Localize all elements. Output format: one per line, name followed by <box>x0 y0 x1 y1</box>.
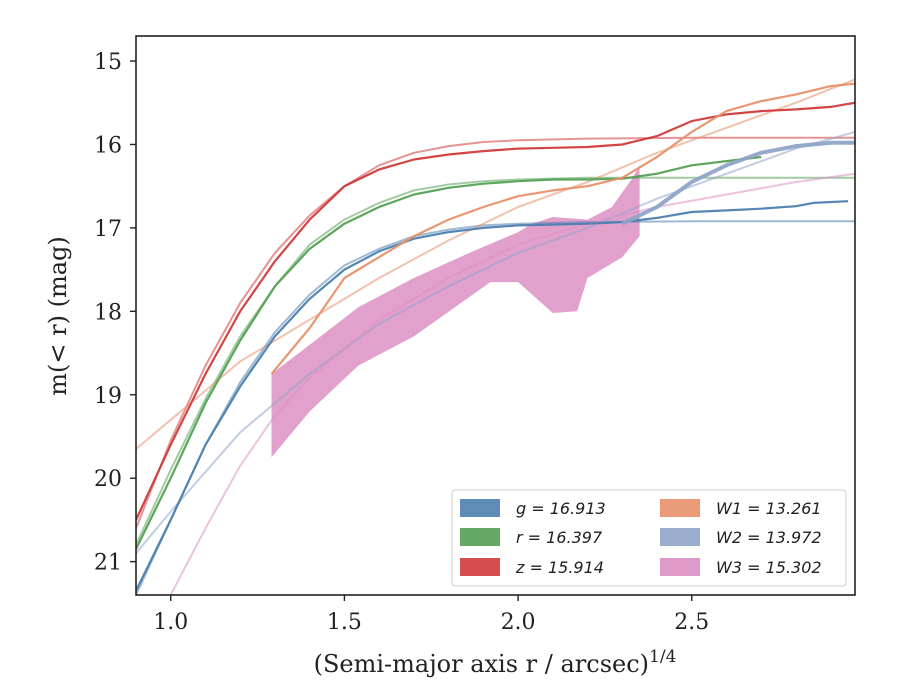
legend: g = 16.913 W1 = 13.261 r = 16.397 W2 = 13.9… <box>451 489 847 587</box>
series-g-line <box>136 200 849 592</box>
series-W1-model-line <box>136 78 855 450</box>
axis-ticks: 1.0 1.5 2.0 2.5 15 16 17 18 19 20 21 <box>94 50 709 635</box>
x-axis-label: (Semi-major axis r / arcsec)1/4 <box>314 647 677 678</box>
legend-swatch-r <box>460 528 500 546</box>
legend-swatch-W1 <box>660 499 700 517</box>
legend-box <box>451 489 847 587</box>
y-tick-label: 21 <box>94 551 122 576</box>
series-z-line <box>136 101 855 521</box>
x-tick-label: 2.5 <box>674 610 709 635</box>
legend-label-W1: W1 = 13.261 <box>716 499 822 518</box>
y-tick-label: 15 <box>94 50 122 75</box>
legend-swatch-W3 <box>660 558 700 576</box>
y-axis-label: m(< r) (mag) <box>44 236 72 395</box>
x-tick-label: 1.5 <box>327 610 362 635</box>
x-tick-label: 2.0 <box>501 610 536 635</box>
y-tick-label: 19 <box>94 384 122 409</box>
x-tick-label: 1.0 <box>153 610 188 635</box>
legend-swatch-W2 <box>660 528 700 546</box>
series-r-model-line <box>136 176 855 546</box>
y-tick-label: 17 <box>94 217 122 242</box>
y-tick-label: 20 <box>94 467 122 492</box>
series-W1-line <box>270 82 855 375</box>
y-tick-label: 18 <box>94 300 122 325</box>
series-r-line <box>136 155 762 550</box>
legend-label-z: z = 15.914 <box>515 558 604 577</box>
series-W3-band <box>271 165 640 458</box>
legend-swatch-g <box>460 499 500 517</box>
series-z-model-line <box>136 136 855 529</box>
plot-area <box>136 78 855 595</box>
series-W3-model-line <box>169 172 855 595</box>
series-W2-model-line <box>136 130 855 554</box>
plot-frame <box>135 35 856 596</box>
legend-label-r: r = 16.397 <box>516 528 603 547</box>
y-tick-label: 16 <box>94 133 122 158</box>
legend-swatch-z <box>460 558 500 576</box>
legend-label-W3: W3 = 15.302 <box>716 558 822 577</box>
legend-label-g: g = 16.913 <box>516 499 606 518</box>
series-W2-line <box>621 140 855 226</box>
legend-label-W2: W2 = 13.972 <box>716 528 822 547</box>
